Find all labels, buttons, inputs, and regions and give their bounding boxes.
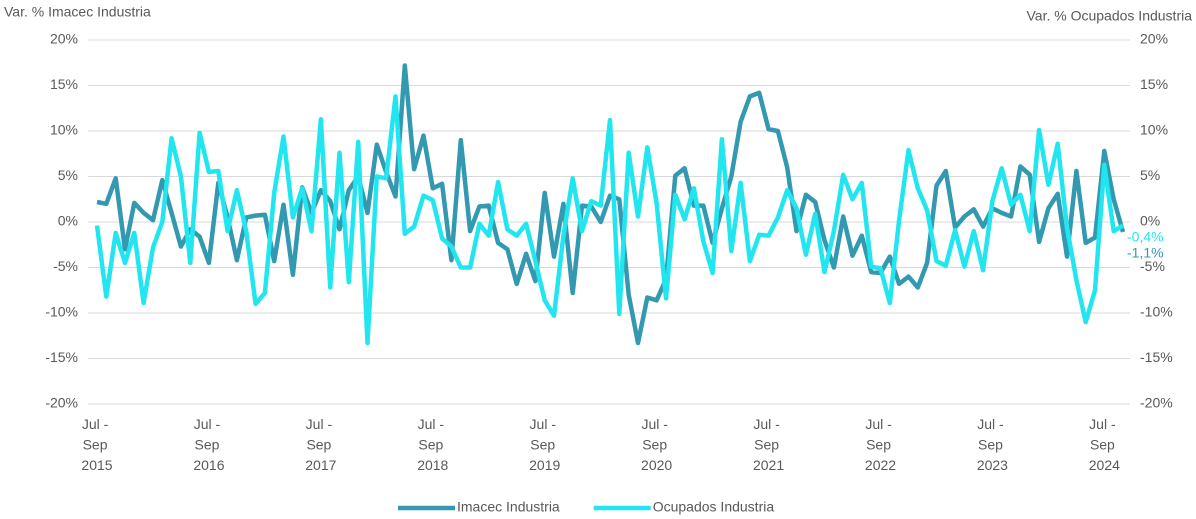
x-tick-label: Jul - Sep 2016 bbox=[193, 416, 224, 473]
y2-tick-label: -10% bbox=[1140, 304, 1173, 320]
x-tick-label: Jul - Sep 2020 bbox=[641, 416, 672, 473]
y2-tick-label: 0% bbox=[1140, 213, 1160, 229]
legend-label: Ocupados Industria bbox=[653, 499, 775, 515]
x-tick-label: Jul - Sep 2017 bbox=[305, 416, 336, 473]
y2-tick-label: 20% bbox=[1140, 31, 1168, 47]
legend-label: Imacec Industria bbox=[457, 499, 560, 515]
y2-tick-label: -5% bbox=[1140, 258, 1165, 274]
y2-tick-label: 10% bbox=[1140, 122, 1168, 138]
x-tick-label: Jul - Sep 2022 bbox=[865, 416, 896, 473]
y-tick-label: -15% bbox=[45, 349, 78, 365]
y2-tick-label: -15% bbox=[1140, 349, 1173, 365]
y-tick-label: -5% bbox=[53, 258, 78, 274]
x-tick-label: Jul - Sep 2023 bbox=[977, 416, 1008, 473]
data-label: -0,4% bbox=[1127, 228, 1164, 244]
series-line bbox=[94, 94, 1125, 346]
y-tick-label: 5% bbox=[58, 167, 78, 183]
y-axis-title: Var. % Imacec Industria bbox=[4, 4, 151, 20]
y-tick-label: 15% bbox=[50, 76, 78, 92]
x-tick-label: Jul - Sep 2021 bbox=[753, 416, 784, 473]
series-line bbox=[96, 63, 1126, 346]
x-tick-label: Jul - Sep 2015 bbox=[81, 416, 112, 473]
y2-tick-label: 5% bbox=[1140, 167, 1160, 183]
x-tick-label: Jul - Sep 2024 bbox=[1089, 416, 1120, 473]
y-tick-label: 0% bbox=[58, 213, 78, 229]
y-tick-label: -20% bbox=[45, 395, 78, 411]
y2-tick-label: 15% bbox=[1140, 76, 1168, 92]
y2-axis-title: Var. % Ocupados Industria bbox=[1027, 8, 1193, 24]
x-tick-label: Jul - Sep 2019 bbox=[529, 416, 560, 473]
y-tick-label: 10% bbox=[50, 122, 78, 138]
y-tick-label: 20% bbox=[50, 31, 78, 47]
data-label: -1,1% bbox=[1127, 245, 1164, 261]
x-tick-label: Jul - Sep 2018 bbox=[417, 416, 448, 473]
y-tick-label: -10% bbox=[45, 304, 78, 320]
y2-tick-label: -20% bbox=[1140, 395, 1173, 411]
